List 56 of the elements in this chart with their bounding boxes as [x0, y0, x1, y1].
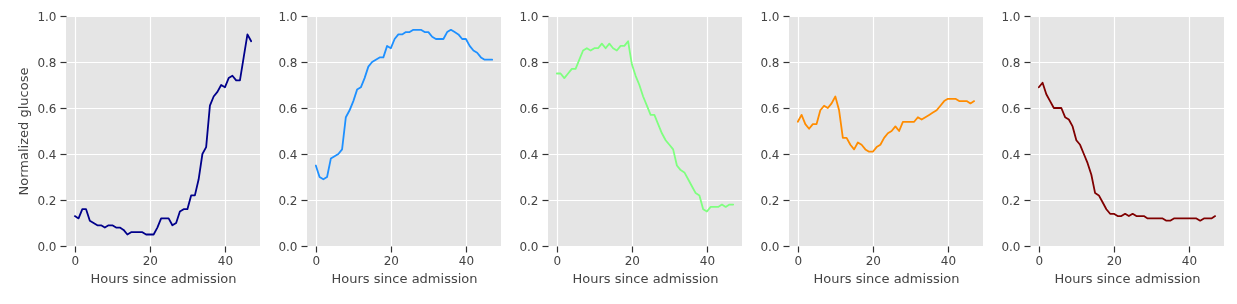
x-tick-label: 0: [794, 253, 803, 268]
y-tick-label: 1.0: [278, 9, 298, 24]
y-tick-label: 0.2: [37, 193, 57, 208]
y-tick-label: 1.0: [519, 9, 539, 24]
x-tick-label: 20: [383, 253, 400, 268]
x-tick-label: 40: [1181, 253, 1198, 268]
x-axis-title: Hours since admission: [90, 270, 237, 286]
line-series: [796, 95, 976, 153]
x-tick-label: 20: [1106, 253, 1123, 268]
x-tick-label: 0: [553, 253, 562, 268]
y-tick-label: 1.0: [37, 9, 57, 24]
x-axis-title: Hours since admission: [1054, 270, 1201, 286]
x-tick-label: 40: [217, 253, 234, 268]
x-tick-label: 0: [1035, 253, 1044, 268]
y-tick-label: 0.4: [278, 147, 298, 162]
y-tick-label: 1.0: [760, 9, 780, 24]
y-tick-label: 0.8: [1001, 55, 1021, 70]
y-tick-label: 0.6: [278, 101, 298, 116]
x-tick-label: 40: [940, 253, 957, 268]
y-tick-label: 0.6: [37, 101, 57, 116]
y-tick-label: 0.2: [760, 193, 780, 208]
x-tick-label: 40: [699, 253, 716, 268]
y-tick-label: 0.0: [37, 239, 57, 254]
x-tick-label: 20: [142, 253, 159, 268]
y-tick-label: 0.4: [1001, 147, 1021, 162]
x-tick-label: 0: [71, 253, 80, 268]
x-axis-title: Hours since admission: [813, 270, 960, 286]
line-series: [1037, 81, 1217, 222]
x-tick-label: 0: [312, 253, 321, 268]
y-tick-label: 0.8: [278, 55, 298, 70]
y-tick-label: 0.0: [278, 239, 298, 254]
y-tick-label: 0.4: [37, 147, 57, 162]
y-tick-label: 0.4: [519, 147, 539, 162]
x-tick-label: 20: [865, 253, 882, 268]
line-series: [73, 33, 253, 236]
y-tick-label: 0.2: [1001, 193, 1021, 208]
y-tick-label: 0.6: [760, 101, 780, 116]
y-tick-label: 1.0: [1001, 9, 1021, 24]
line-series: [314, 28, 494, 181]
y-axis-title: Normalized glucose: [16, 67, 32, 196]
y-tick-label: 0.0: [519, 239, 539, 254]
x-axis-title: Hours since admission: [572, 270, 719, 286]
x-tick-label: 40: [458, 253, 475, 268]
y-tick-label: 0.6: [1001, 101, 1021, 116]
y-tick-label: 0.4: [760, 147, 780, 162]
line-series: [555, 40, 735, 213]
y-tick-label: 0.2: [519, 193, 539, 208]
x-axis-title: Hours since admission: [331, 270, 478, 286]
y-tick-label: 0.0: [1001, 239, 1021, 254]
y-tick-label: 0.8: [760, 55, 780, 70]
x-tick-label: 20: [624, 253, 641, 268]
y-tick-label: 0.0: [760, 239, 780, 254]
y-tick-label: 0.2: [278, 193, 298, 208]
y-tick-label: 0.8: [519, 55, 539, 70]
y-tick-label: 0.8: [37, 55, 57, 70]
y-tick-label: 0.6: [519, 101, 539, 116]
